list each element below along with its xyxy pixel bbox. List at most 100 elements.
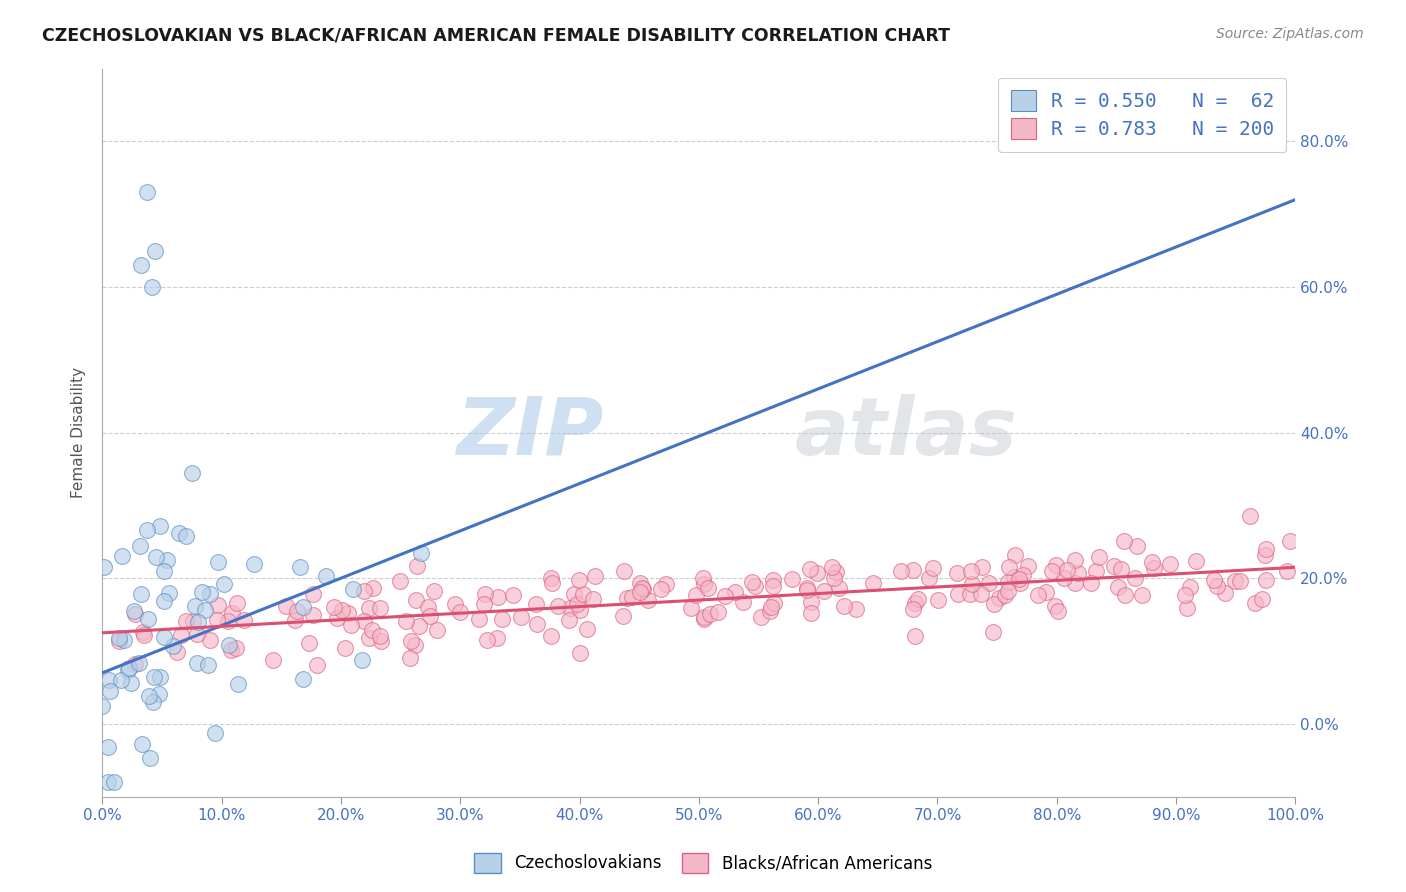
Point — [946, 587, 969, 601]
Point — [1213, 586, 1236, 600]
Point — [389, 574, 412, 588]
Point — [274, 599, 297, 613]
Point — [142, 670, 165, 684]
Point — [1251, 591, 1274, 606]
Point — [1114, 588, 1136, 602]
Point — [692, 571, 714, 585]
Point — [1254, 542, 1277, 557]
Point — [148, 687, 170, 701]
Point — [302, 587, 325, 601]
Point — [288, 560, 311, 574]
Point — [156, 553, 179, 567]
Point — [731, 595, 754, 609]
Point — [187, 615, 209, 629]
Point — [180, 466, 202, 480]
Point — [342, 582, 364, 596]
Point — [207, 598, 229, 612]
Point — [997, 574, 1019, 589]
Point — [291, 672, 314, 686]
Point — [1125, 571, 1147, 585]
Point — [1107, 580, 1129, 594]
Point — [987, 591, 1010, 606]
Point — [524, 597, 547, 611]
Point — [616, 591, 638, 606]
Point — [890, 564, 912, 578]
Text: ZIP: ZIP — [456, 393, 603, 472]
Point — [167, 526, 190, 541]
Point — [1010, 576, 1032, 591]
Point — [186, 656, 208, 670]
Point — [526, 617, 548, 632]
Point — [474, 587, 496, 601]
Point — [970, 560, 993, 574]
Point — [509, 610, 531, 624]
Point — [426, 623, 449, 637]
Point — [449, 605, 471, 619]
Point — [491, 612, 513, 626]
Point — [198, 587, 221, 601]
Point — [207, 555, 229, 569]
Point — [832, 599, 855, 614]
Point — [1045, 558, 1067, 572]
Point — [143, 244, 166, 258]
Point — [370, 634, 392, 648]
Point — [475, 632, 498, 647]
Point — [699, 607, 721, 621]
Point — [174, 529, 197, 543]
Point — [1067, 566, 1090, 580]
Point — [1045, 599, 1067, 613]
Point — [418, 599, 440, 614]
Point — [693, 609, 716, 624]
Point — [336, 606, 359, 620]
Point — [214, 577, 236, 591]
Point — [98, 683, 121, 698]
Point — [284, 613, 307, 627]
Point — [124, 657, 146, 672]
Point — [1053, 571, 1076, 585]
Point — [352, 652, 374, 666]
Point — [170, 628, 193, 642]
Point — [1275, 565, 1298, 579]
Point — [904, 596, 927, 610]
Point — [946, 566, 969, 580]
Point — [759, 599, 782, 614]
Point — [218, 638, 240, 652]
Point — [157, 586, 180, 600]
Point — [907, 592, 929, 607]
Point — [368, 601, 391, 615]
Point — [998, 560, 1021, 574]
Point — [583, 569, 606, 583]
Point — [693, 577, 716, 591]
Point — [1111, 562, 1133, 576]
Point — [110, 673, 132, 687]
Point — [322, 600, 344, 615]
Point — [613, 564, 636, 578]
Point — [485, 631, 508, 645]
Point — [1254, 548, 1277, 562]
Point — [799, 562, 821, 576]
Point — [628, 575, 651, 590]
Point — [631, 582, 654, 596]
Point — [762, 573, 785, 587]
Point — [828, 581, 851, 595]
Point — [232, 613, 254, 627]
Point — [922, 561, 945, 575]
Point — [707, 605, 730, 619]
Point — [359, 631, 381, 645]
Point — [128, 656, 150, 670]
Point — [741, 574, 763, 589]
Point — [541, 575, 564, 590]
Point — [333, 641, 356, 656]
Point — [262, 652, 284, 666]
Point — [135, 186, 157, 200]
Point — [472, 597, 495, 611]
Point — [862, 576, 884, 591]
Point — [903, 602, 925, 616]
Point — [796, 582, 818, 597]
Point — [1140, 555, 1163, 569]
Point — [243, 557, 266, 571]
Point — [1080, 576, 1102, 591]
Point — [1185, 554, 1208, 568]
Point — [409, 546, 432, 560]
Point — [502, 588, 524, 602]
